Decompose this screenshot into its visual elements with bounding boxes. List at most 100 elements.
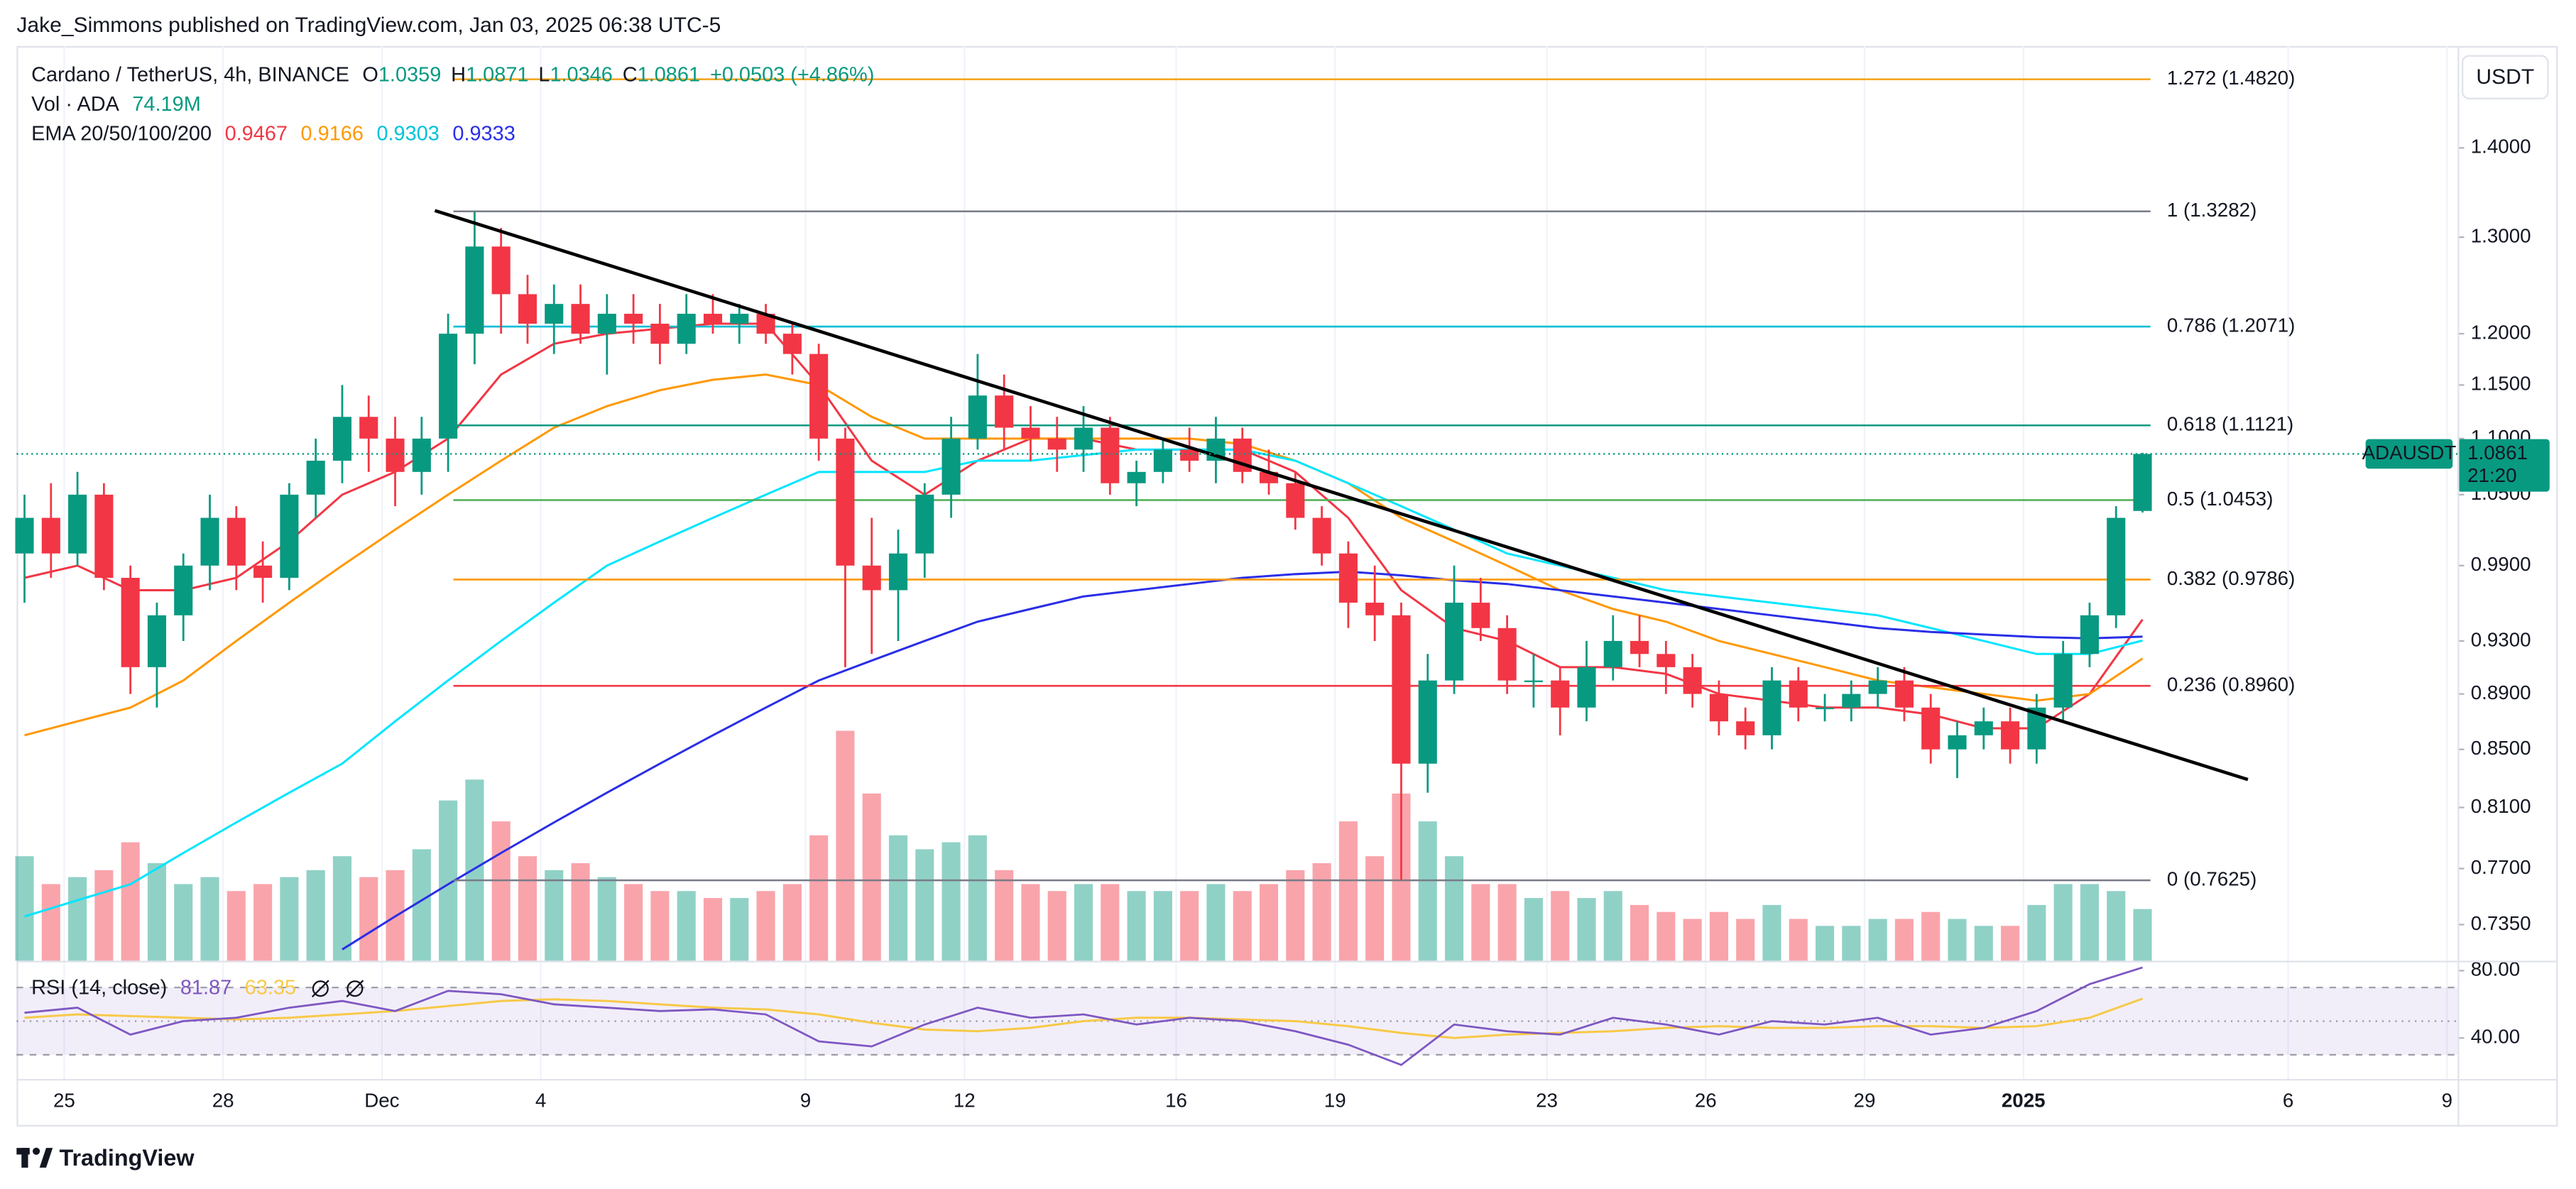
volume-bar: [782, 884, 802, 961]
candle-body: [465, 246, 484, 334]
ema-value: 0.9166: [301, 122, 364, 145]
candle-body: [306, 461, 325, 495]
ohlc-open: 1.0359: [378, 63, 441, 86]
candle-body: [1736, 721, 1755, 735]
x-tick-label: Dec: [364, 1090, 399, 1112]
volume-title: Vol · ADA: [31, 93, 119, 116]
fib-level-label: 0.786 (1.2071): [2167, 314, 2296, 336]
volume-bar: [836, 730, 855, 961]
rsi-hidden-icons[interactable]: [311, 980, 364, 998]
candle-body: [68, 494, 87, 554]
candle-body: [1021, 427, 1040, 439]
y-tick-label: 0.7700: [2471, 856, 2531, 878]
volume-bar: [2001, 926, 2020, 961]
candle-body: [1603, 640, 1622, 667]
ema-line: [342, 570, 2143, 950]
volume-bar: [1497, 884, 1517, 961]
candle-body: [1551, 680, 1570, 708]
volume-bar: [1444, 856, 1464, 961]
candle-body: [227, 517, 246, 566]
volume-layer: [15, 730, 2152, 961]
candle-body: [782, 334, 802, 354]
legend-volume-line: Vol · ADA 74.19M: [31, 93, 201, 116]
logo-part: [32, 1147, 40, 1155]
candle-body: [1497, 628, 1517, 681]
candle-body: [2080, 615, 2099, 654]
y-tick-label: 1.1500: [2471, 373, 2531, 395]
volume-bar: [915, 849, 934, 961]
volume-bar: [1577, 898, 1596, 961]
candle-body: [518, 294, 537, 324]
volume-bar: [1312, 863, 1331, 961]
volume-bar: [518, 856, 537, 961]
candle-body: [1524, 680, 1543, 682]
candle-body: [1444, 603, 1464, 681]
volume-bar: [2133, 909, 2152, 961]
candle-body: [545, 304, 564, 324]
volume-bar: [1842, 926, 1861, 961]
candle-body: [1657, 654, 1676, 667]
candle-body: [1471, 603, 1490, 628]
price-badge-value: 1.0861: [2467, 442, 2528, 464]
volume-bar: [332, 856, 352, 961]
y-tick-label: 0.7350: [2471, 912, 2531, 934]
candle-body: [2053, 654, 2073, 708]
candles-layer: [15, 211, 2152, 881]
x-tick-label: 25: [53, 1090, 75, 1112]
rsi-value: 81.87: [180, 976, 231, 999]
candle-body: [1180, 449, 1199, 461]
ticker-badge: [2365, 439, 2453, 469]
candle-body: [1921, 707, 1941, 750]
volume-bar: [94, 870, 114, 961]
candle-body: [677, 314, 696, 344]
candle-body: [995, 395, 1014, 428]
ema-value: 0.9467: [225, 122, 288, 145]
ohlc-low: 1.0346: [550, 63, 612, 86]
candle-body: [571, 304, 590, 334]
logo-part: [21, 1148, 28, 1168]
x-tick-label: 4: [535, 1090, 546, 1112]
candle-body: [200, 517, 219, 566]
volume-value: 74.19M: [132, 93, 200, 116]
rsi-line: [24, 966, 2143, 1066]
rsi-layer: [16, 966, 2465, 1066]
candle-body: [412, 438, 431, 472]
icon: [311, 980, 329, 998]
volume-bar: [1047, 891, 1066, 961]
candle-body: [1338, 553, 1358, 603]
candle-body: [2107, 517, 2126, 615]
publish-header: Jake_Simmons published on TradingView.co…: [16, 13, 721, 37]
footer-brand: TradingView: [59, 1145, 195, 1171]
candle-body: [1577, 667, 1596, 708]
candle-body: [1894, 680, 1914, 708]
currency-button[interactable]: [2462, 55, 2549, 99]
rsi-title: RSI (14, close): [31, 976, 167, 999]
candle-body: [1868, 680, 1887, 694]
candle-body: [1312, 517, 1331, 554]
candle-body: [2133, 454, 2152, 511]
volume-bar: [1736, 919, 1755, 961]
candle-body: [1816, 707, 1835, 710]
volume-bar: [1153, 891, 1172, 961]
volume-bar: [68, 877, 87, 961]
y-tick-label: 0.8500: [2471, 737, 2531, 759]
candle-body: [147, 615, 166, 667]
x-tick-label: 16: [1165, 1090, 1187, 1112]
trendline: [434, 209, 2249, 782]
ohlc-letter: L: [538, 63, 550, 86]
volume-bar: [1365, 856, 1385, 961]
volume-bar: [1259, 884, 1279, 961]
fib-level-label: 0.236 (0.8960): [2167, 674, 2296, 696]
volume-bar: [147, 863, 166, 961]
x-tick-label: 19: [1324, 1090, 1346, 1112]
volume-bar: [15, 856, 34, 961]
candle-body: [359, 417, 378, 439]
volume-bar: [121, 842, 140, 961]
candle-body: [1974, 721, 1993, 735]
ohlc-letter: O: [362, 63, 378, 86]
volume-bar: [41, 884, 60, 961]
volume-bar: [1762, 904, 1781, 961]
volume-bar: [1868, 919, 1887, 961]
